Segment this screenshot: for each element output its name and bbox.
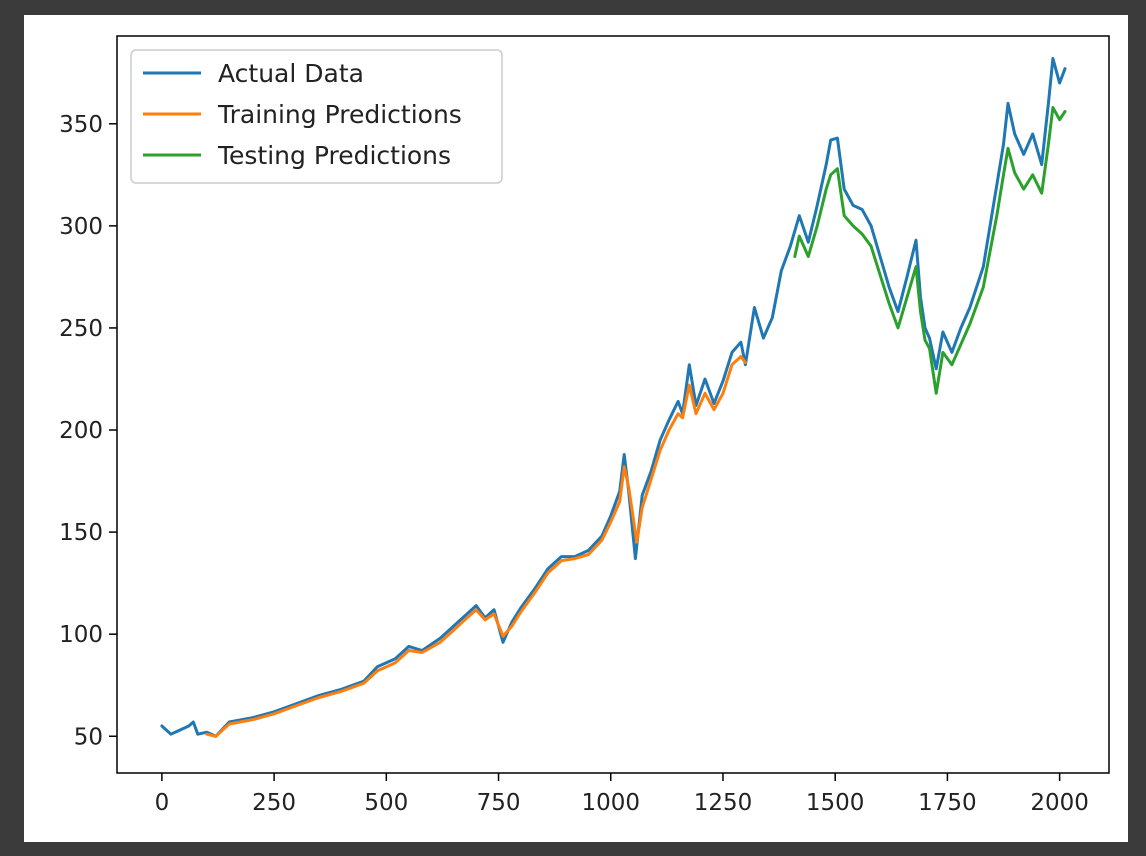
x-tick-label: 0 xyxy=(155,790,170,816)
y-tick-label: 100 xyxy=(59,622,103,648)
legend: Actual Data Training Predictions Testing P… xyxy=(130,49,503,184)
x-tick-label: 250 xyxy=(252,790,296,816)
x-tick-label: 1750 xyxy=(918,790,977,816)
series-layer xyxy=(160,57,1067,738)
y-tick-label: 300 xyxy=(59,214,103,240)
ticks-layer: 0 250 500 750 1000 1250 1500 1750 2000 50 100 150 20… xyxy=(59,112,1089,816)
x-tick-label: 2000 xyxy=(1030,790,1089,816)
chart-figure: 0 250 500 750 1000 1250 1500 1750 2000 50 100 150 20… xyxy=(24,15,1128,842)
series-line-0 xyxy=(160,57,1067,738)
axes-frame xyxy=(116,35,1110,774)
y-tick-label: 350 xyxy=(59,112,103,138)
y-tick-label: 150 xyxy=(59,520,103,546)
y-tick-label: 250 xyxy=(59,316,103,342)
legend-box xyxy=(130,49,503,184)
legend-label-0: Actual Data xyxy=(218,59,364,88)
y-tick-label: 200 xyxy=(59,418,103,444)
y-tick-label: 50 xyxy=(74,724,103,750)
series-line-1 xyxy=(205,355,747,738)
x-tick-label: 1250 xyxy=(694,790,753,816)
line-chart: 0 250 500 750 1000 1250 1500 1750 2000 50 100 150 20… xyxy=(59,35,1110,816)
x-tick-label: 750 xyxy=(477,790,521,816)
legend-label-1: Training Predictions xyxy=(217,100,462,129)
legend-label-2: Testing Predictions xyxy=(217,141,451,170)
x-tick-label: 1000 xyxy=(581,790,640,816)
x-tick-label: 500 xyxy=(364,790,408,816)
x-tick-label: 1500 xyxy=(806,790,865,816)
series-line-2 xyxy=(793,106,1067,395)
